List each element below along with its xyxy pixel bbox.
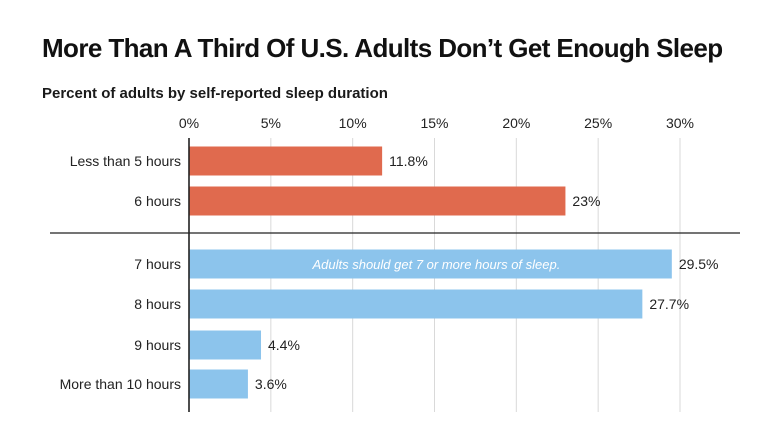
bar bbox=[189, 186, 566, 216]
x-tick-label: 15% bbox=[420, 115, 448, 131]
value-label: 4.4% bbox=[268, 337, 300, 353]
bar bbox=[189, 330, 262, 360]
category-label: Less than 5 hours bbox=[70, 153, 181, 169]
axes bbox=[50, 138, 740, 412]
x-axis-ticks: 0% 5% 10% 15% 20% 25% 30% bbox=[179, 115, 694, 131]
bar bbox=[189, 289, 643, 319]
x-tick-label: 0% bbox=[179, 115, 199, 131]
value-label: 23% bbox=[572, 193, 600, 209]
bar bbox=[189, 369, 248, 399]
chart-subtitle: Percent of adults by self-reported sleep… bbox=[42, 85, 388, 102]
x-tick-label: 30% bbox=[666, 115, 694, 131]
value-label: 3.6% bbox=[255, 376, 287, 392]
chart-title: More Than A Third Of U.S. Adults Don’t G… bbox=[42, 33, 723, 63]
category-label: 6 hours bbox=[134, 193, 181, 209]
category-label: More than 10 hours bbox=[60, 376, 181, 392]
value-label: 11.8% bbox=[389, 153, 428, 169]
x-tick-label: 5% bbox=[261, 115, 281, 131]
x-tick-label: 20% bbox=[502, 115, 530, 131]
category-label: 7 hours bbox=[134, 256, 181, 272]
labels: Less than 5 hours 11.8% 6 hours 23% 7 hours 2… bbox=[60, 153, 719, 392]
bar bbox=[189, 146, 383, 176]
bars bbox=[189, 146, 672, 399]
x-tick-label: 10% bbox=[339, 115, 367, 131]
value-label: 29.5% bbox=[679, 256, 719, 272]
value-label: 27.7% bbox=[649, 296, 689, 312]
recommendation-annotation: Adults should get 7 or more hours of sle… bbox=[311, 257, 560, 272]
bar bbox=[189, 249, 672, 279]
category-label: 9 hours bbox=[134, 337, 181, 353]
category-label: 8 hours bbox=[134, 296, 181, 312]
x-tick-label: 25% bbox=[584, 115, 612, 131]
